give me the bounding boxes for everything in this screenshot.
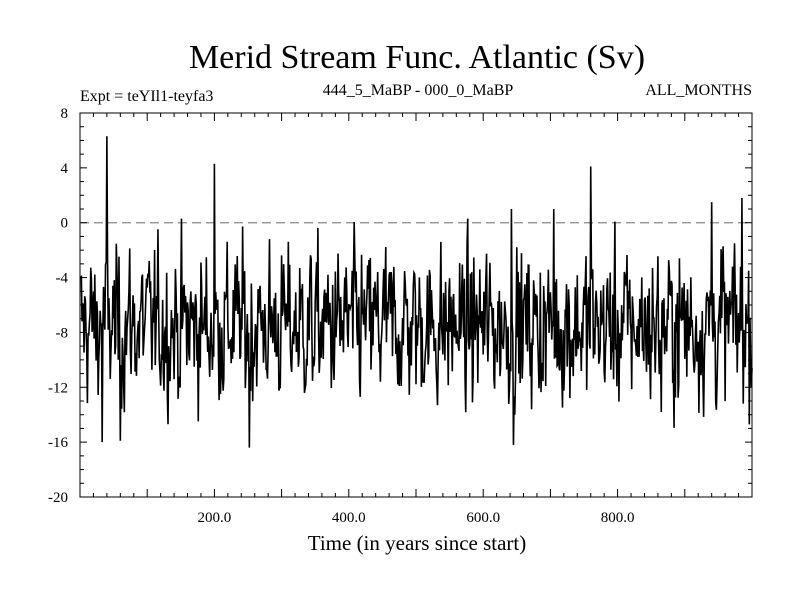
x-tick-label: 800.0 [601, 510, 635, 526]
series-line [80, 136, 753, 448]
y-tick-label: -20 [48, 490, 68, 506]
chart-subtitle-left: Expt = teYIl1-teyfa3 [80, 88, 213, 105]
x-axis-label: Time (in years since start) [308, 531, 527, 555]
x-tick-label: 200.0 [198, 510, 232, 526]
y-tick-label: 0 [61, 216, 69, 232]
chart-subtitle-right: ALL_MONTHS [645, 82, 752, 99]
y-tick-label: -16 [48, 435, 68, 451]
chart-title: Merid Stream Func. Atlantic (Sv) [189, 39, 645, 76]
plot-area: 8 4 0 -4 -8 -12 -16 -20 200.0 400.0 600.0 800.0 [48, 106, 753, 526]
y-tick-label: -4 [56, 271, 69, 287]
y-tick-label: 8 [61, 106, 69, 122]
y-tick-label: -12 [48, 380, 68, 396]
x-tick-label: 400.0 [332, 510, 366, 526]
x-tick-label: 600.0 [466, 510, 500, 526]
y-tick-label: 4 [61, 161, 69, 177]
chart-subtitle-center: 444_5_MaBP - 000_0_MaBP [323, 82, 514, 99]
y-tick-label: -8 [56, 325, 69, 341]
